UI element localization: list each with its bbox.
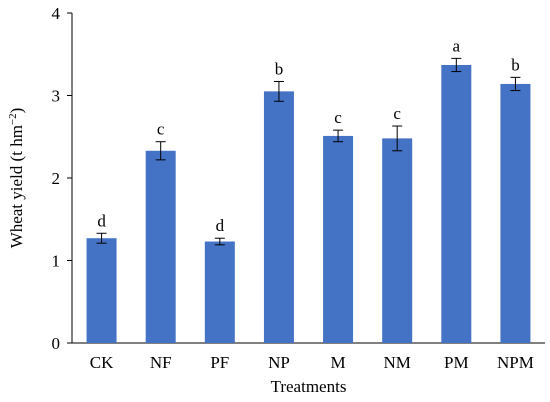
- x-axis-ticks: CK NF PF NP M NM PM NPM: [90, 353, 534, 372]
- y-axis-title-main: Wheat yield (t hm: [7, 125, 26, 248]
- significance-label: d: [216, 216, 225, 235]
- x-tick-label: NF: [150, 353, 172, 372]
- y-tick-label: 1: [52, 252, 61, 271]
- bar-pm: [441, 64, 472, 343]
- bars-group: d c d b c c a b: [86, 36, 531, 343]
- y-tick-label: 0: [52, 334, 61, 353]
- x-tick-label: PM: [444, 353, 469, 372]
- bar-nm: [382, 138, 413, 343]
- bar-np: [263, 91, 294, 343]
- significance-label: b: [511, 55, 520, 74]
- bar-m: [323, 135, 354, 343]
- y-axis-title: Wheat yield (t hm−2): [7, 108, 26, 249]
- significance-label: d: [97, 211, 106, 230]
- x-axis-title: Treatments: [271, 377, 347, 396]
- y-axis-ticks: 0 1 2 3 4: [52, 4, 72, 353]
- bar-pf: [204, 241, 235, 343]
- x-tick-label: NPM: [497, 353, 534, 372]
- x-tick-label: NP: [268, 353, 290, 372]
- bar-ck: [86, 238, 117, 343]
- y-tick-label: 3: [52, 87, 61, 106]
- significance-label: b: [275, 59, 284, 78]
- y-tick-label: 4: [52, 4, 61, 23]
- significance-label: a: [453, 36, 461, 55]
- y-tick-label: 2: [52, 169, 61, 188]
- bar-npm: [500, 83, 531, 343]
- x-tick-label: CK: [90, 353, 114, 372]
- x-tick-label: M: [331, 353, 346, 372]
- x-tick-label: PF: [210, 353, 229, 372]
- significance-label: c: [157, 120, 165, 139]
- y-axis-title-suffix: ): [7, 108, 26, 114]
- y-axis-title-superscript: −2: [7, 113, 19, 125]
- significance-label: c: [393, 104, 401, 123]
- significance-label: c: [334, 108, 342, 127]
- x-tick-label: NM: [383, 353, 410, 372]
- bar-nf: [145, 150, 176, 343]
